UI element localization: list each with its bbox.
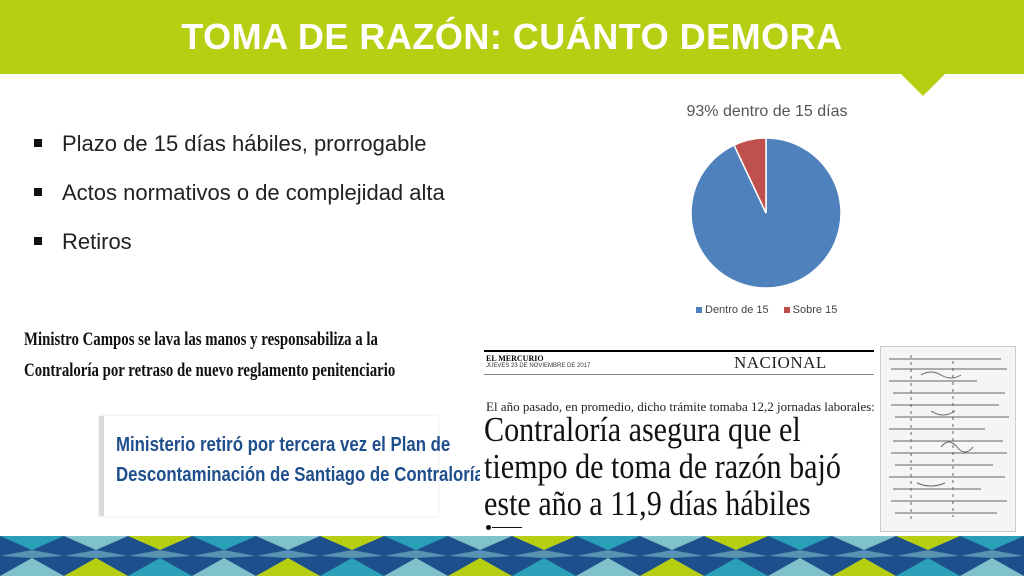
footer-pattern-band	[0, 536, 1024, 576]
news-card-ministerio: Ministerio retiró por tercera vez el Pla…	[99, 416, 484, 516]
newspaper-section: NACIONAL	[734, 353, 827, 372]
news-headline-ministerio: Ministerio retiró por tercera vez el Pla…	[116, 430, 484, 490]
newspaper-name: EL MERCURIO	[486, 354, 544, 363]
newspaper-headline: Contraloría asegura que el tiempo de tom…	[484, 411, 841, 522]
legend-label: Sobre 15	[792, 304, 838, 316]
square-bullet-icon	[34, 139, 42, 147]
divider	[492, 527, 522, 528]
bullet-text: Plazo de 15 días hábiles, prorrogable	[62, 131, 427, 156]
headline-line: Contraloría asegura que el	[484, 410, 801, 449]
pie-chart	[690, 137, 842, 289]
headline-line: Contraloría por retraso de nuevo reglame…	[24, 360, 396, 381]
square-bullet-icon	[34, 188, 42, 196]
newspaper-date: JUEVES 23 DE NOVIEMBRE DE 2017	[486, 363, 591, 369]
bullet-item: Actos normativos o de complejidad alta	[34, 177, 445, 226]
headline-line: Ministro Campos se lava las manos y resp…	[24, 329, 378, 350]
divider	[484, 374, 874, 375]
title-bar-notch	[901, 74, 945, 96]
legend-swatch	[696, 307, 702, 314]
legend-swatch	[783, 307, 790, 314]
title-bar: TOMA DE RAZÓN: CUÁNTO DEMORA	[0, 0, 1024, 74]
newspaper-clipping: EL MERCURIO JUEVES 23 DE NOVIEMBRE DE 20…	[480, 346, 878, 530]
chart-title: 93% dentro de 15 días	[686, 103, 848, 120]
handwritten-document-image	[880, 346, 1016, 532]
news-headline-campos: Ministro Campos se lava las manos y resp…	[24, 324, 396, 386]
headline-line: este año a 11,9 días hábiles	[484, 484, 811, 523]
square-bullet-icon	[34, 237, 42, 245]
bullet-item: Plazo de 15 días hábiles, prorrogable	[34, 128, 445, 177]
legend-item: Sobre 15	[783, 304, 838, 316]
bullet-text: Actos normativos o de complejidad alta	[62, 180, 445, 205]
headline-line: Descontaminación de Santiago de Contralo…	[116, 464, 484, 486]
legend-label: Dentro de 15	[705, 304, 769, 316]
bullet-dot-icon	[486, 525, 491, 530]
legend-item: Dentro de 15	[696, 304, 772, 316]
page-title: TOMA DE RAZÓN: CUÁNTO DEMORA	[181, 16, 843, 57]
headline-line: tiempo de toma de razón bajó	[484, 447, 841, 486]
headline-line: Ministerio retiró por tercera vez el Pla…	[116, 434, 451, 456]
document-scribble-icon	[889, 355, 1009, 523]
chart-legend: Dentro de 15 Sobre 15	[696, 304, 849, 316]
bullet-item: Retiros	[34, 226, 445, 275]
divider	[484, 350, 874, 352]
bullet-list: Plazo de 15 días hábiles, prorrogable Ac…	[34, 128, 445, 275]
newspaper-kicker: El año pasado, en promedio, dicho trámit…	[486, 399, 875, 414]
bullet-text: Retiros	[62, 229, 132, 254]
pie-slice-sobre-15	[733, 137, 767, 214]
